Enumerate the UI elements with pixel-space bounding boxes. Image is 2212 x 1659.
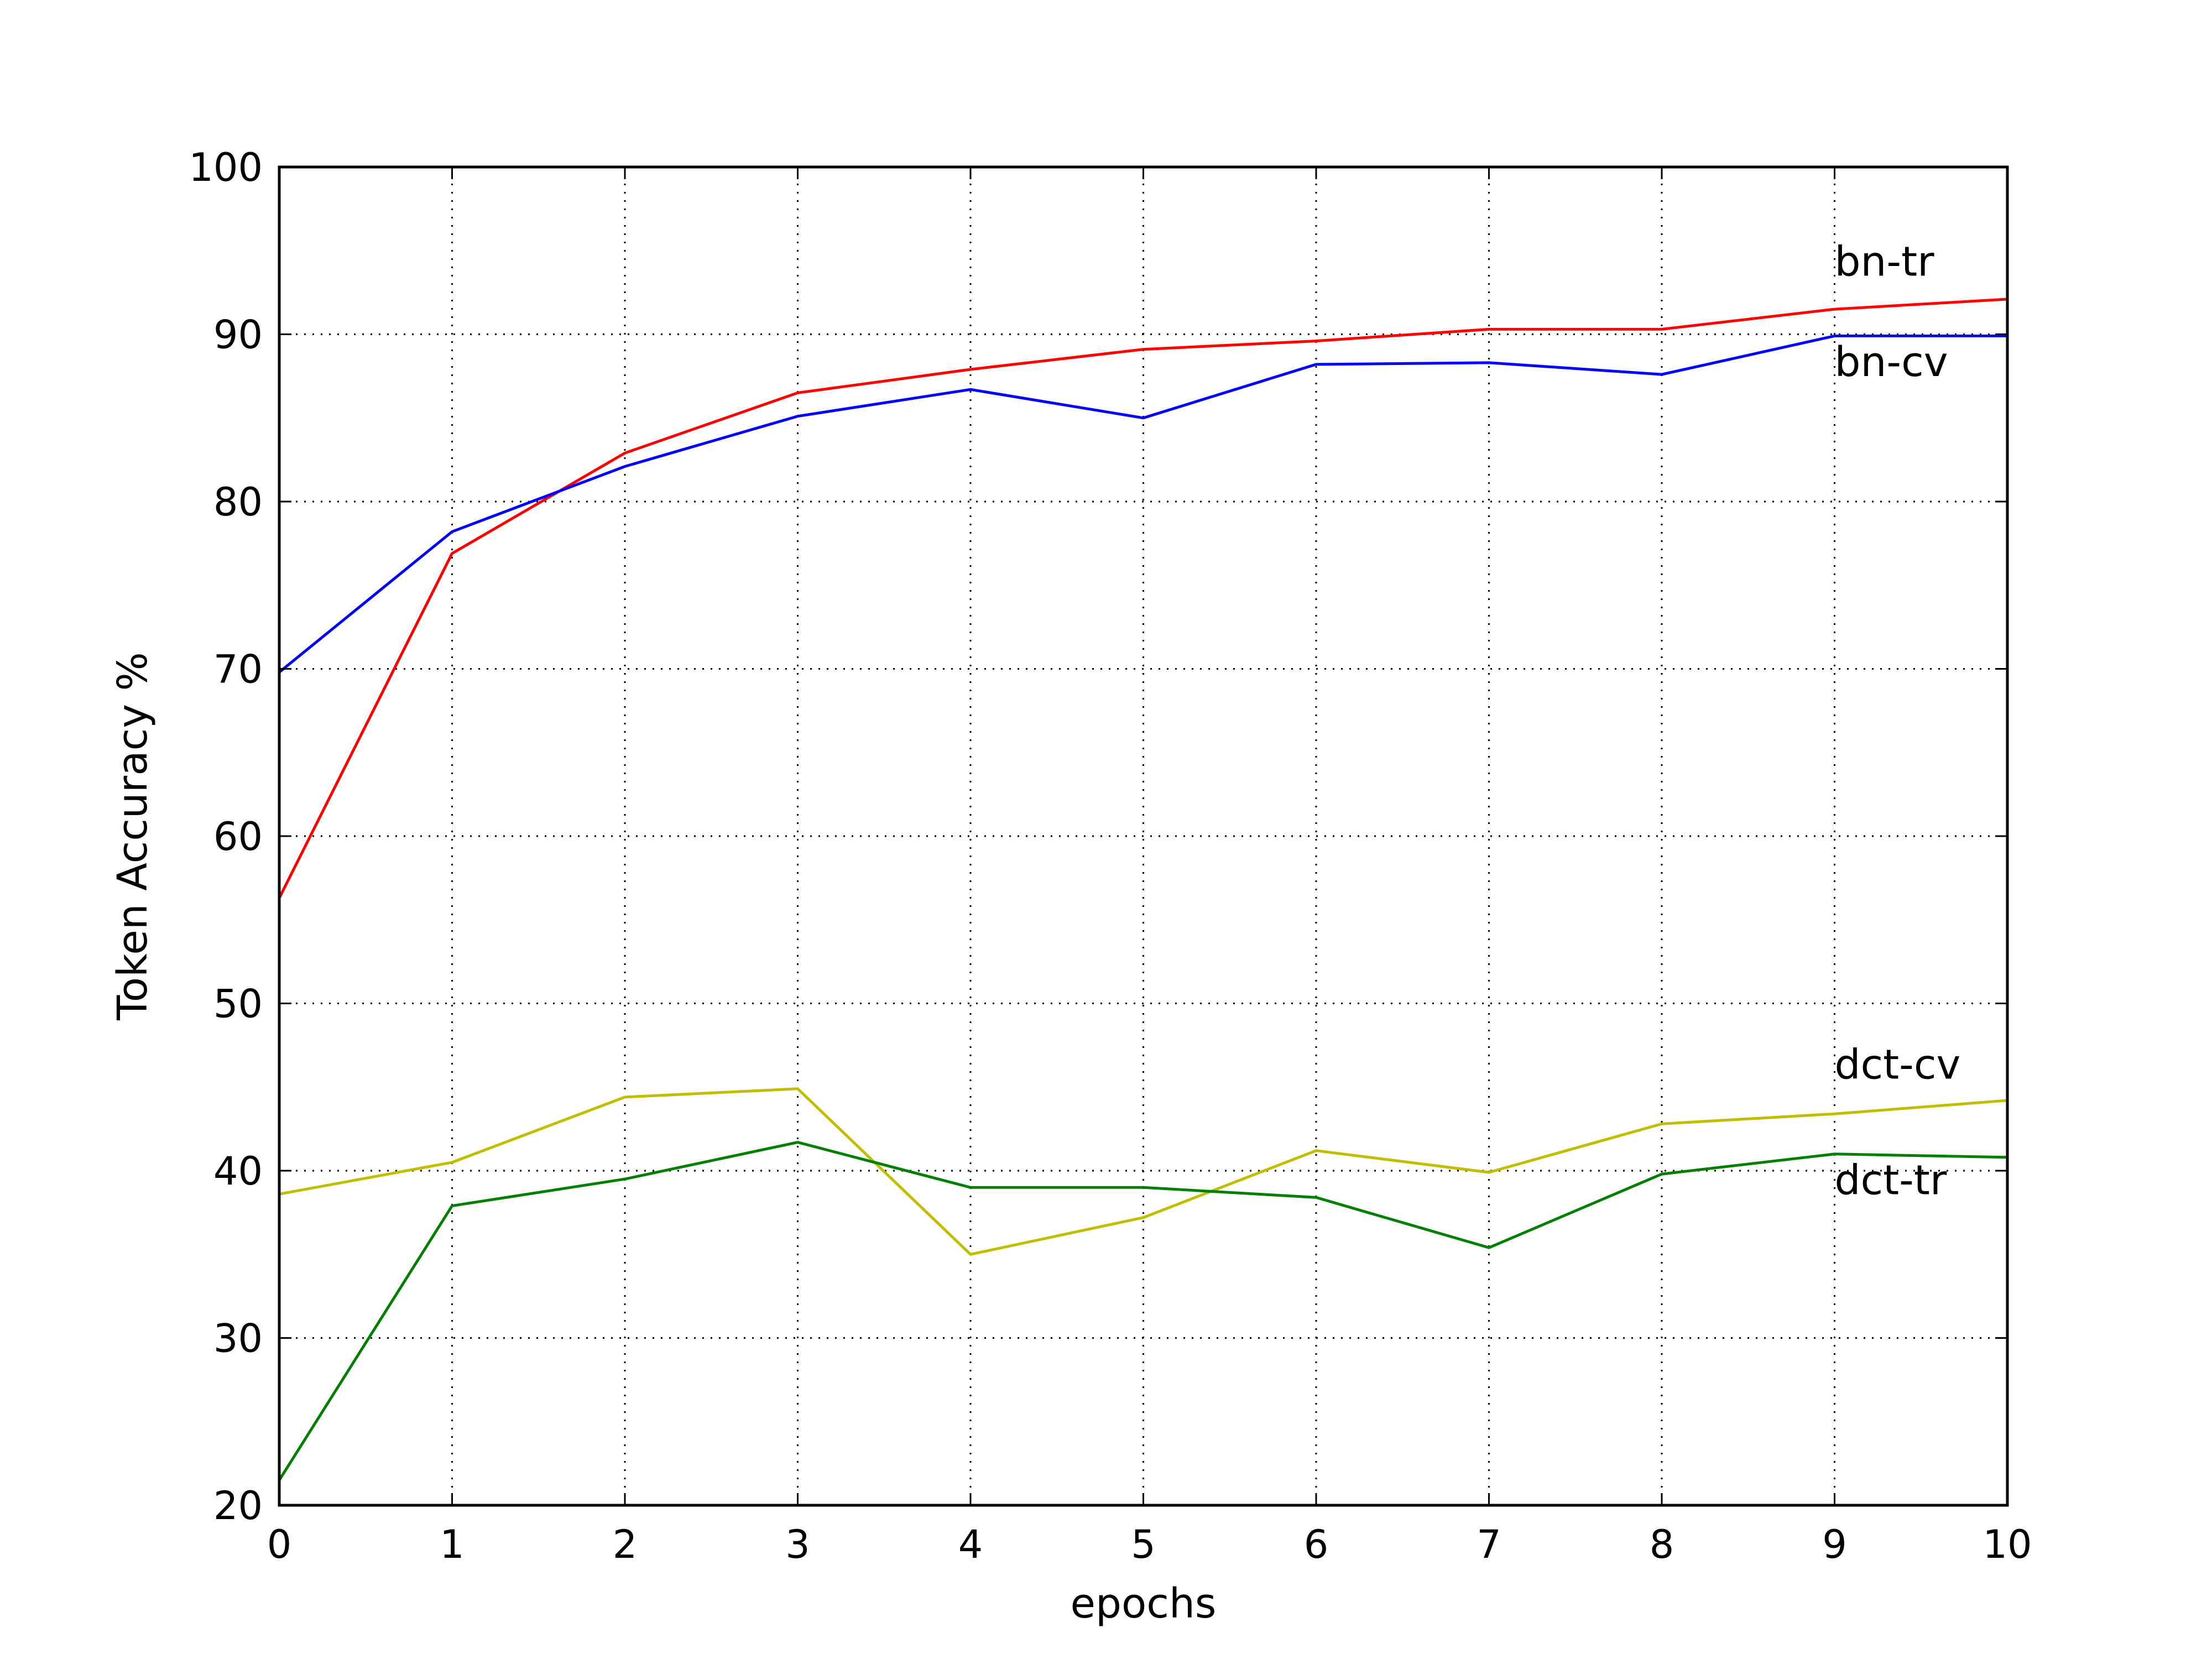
x-tick-label: 3 bbox=[785, 1522, 810, 1567]
series-label-dct-cv: dct-cv bbox=[1835, 1041, 1961, 1089]
ticks: 0 1 2 3 4 5 6 7 8 9 10 20 30 40 50 60 70 80 90 100 bbox=[189, 145, 2032, 1567]
x-tick-label: 1 bbox=[440, 1522, 465, 1567]
x-tick-label: 6 bbox=[1304, 1522, 1329, 1567]
x-tick-label: 9 bbox=[1822, 1522, 1847, 1567]
x-tick-label: 4 bbox=[958, 1522, 983, 1567]
y-tick-label: 20 bbox=[213, 1483, 263, 1528]
y-tick-label: 30 bbox=[213, 1316, 263, 1361]
series-line-dct-tr bbox=[278, 1141, 2008, 1481]
y-tick-label: 80 bbox=[213, 479, 263, 525]
series-label-bn-tr: bn-tr bbox=[1835, 238, 1935, 286]
grid bbox=[279, 167, 2007, 1505]
y-tick-label: 90 bbox=[213, 312, 263, 358]
series-label-bn-cv: bn-cv bbox=[1835, 338, 1948, 386]
y-tick-label: 50 bbox=[213, 982, 263, 1027]
x-tick-label: 10 bbox=[1983, 1522, 2032, 1567]
y-tick-label: 100 bbox=[189, 145, 263, 190]
series-line-bn-tr bbox=[278, 298, 2008, 899]
y-axis-label: Token Accuracy % bbox=[109, 652, 156, 1021]
x-tick-label: 2 bbox=[613, 1522, 638, 1567]
y-tick-label: 60 bbox=[213, 814, 263, 859]
x-tick-label: 8 bbox=[1650, 1522, 1674, 1567]
y-tick-label: 70 bbox=[213, 647, 263, 692]
series-lines bbox=[278, 298, 2008, 1481]
x-axis-label: epochs bbox=[1071, 1580, 1217, 1627]
x-tick-label: 5 bbox=[1131, 1522, 1156, 1567]
x-tick-label: 7 bbox=[1477, 1522, 1501, 1567]
series-label-dct-tr: dct-tr bbox=[1835, 1156, 1947, 1204]
series-line-bn-cv bbox=[278, 335, 2007, 674]
series-line-dct-cv bbox=[279, 1087, 2008, 1256]
y-tick-label: 40 bbox=[213, 1149, 263, 1194]
x-tick-label: 0 bbox=[267, 1522, 292, 1567]
series-labels: bn-tr bn-cv dct-cv dct-tr bbox=[1835, 238, 1961, 1204]
